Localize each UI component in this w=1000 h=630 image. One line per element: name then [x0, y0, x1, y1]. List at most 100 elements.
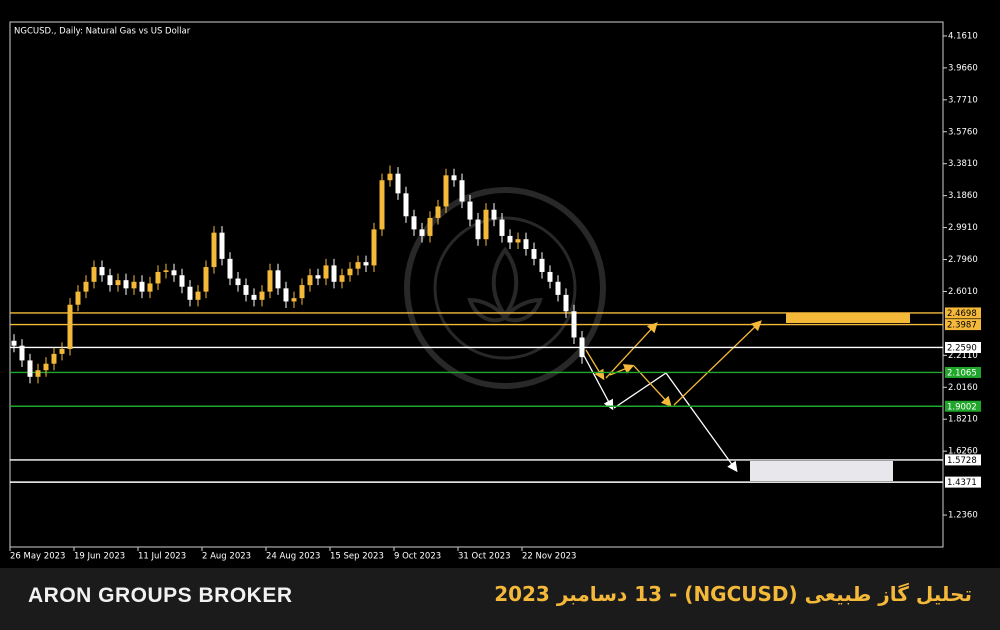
candle-body [259, 291, 265, 300]
candle-body [347, 268, 353, 276]
candle-body [451, 175, 457, 181]
candle-body [195, 291, 201, 300]
watermark [404, 187, 606, 389]
candle-body [243, 285, 249, 295]
x-tick-label: 26 May 2023 [10, 552, 65, 562]
x-tick-label: 19 Jun 2023 [74, 552, 125, 562]
candle-body [267, 270, 273, 292]
candle-body [419, 229, 425, 236]
candle-body [179, 275, 185, 287]
candle-body [163, 270, 169, 272]
candle-body [555, 281, 561, 295]
candle-body [323, 265, 329, 279]
candle-body [563, 294, 569, 312]
y-tick-label: 3.1860 [948, 191, 978, 201]
candle-body [571, 311, 577, 338]
x-tick-label: 2 Aug 2023 [202, 552, 251, 562]
candle-body [459, 180, 465, 202]
candle-body [203, 267, 209, 292]
x-tick-label: 9 Oct 2023 [394, 552, 441, 562]
candle-body [51, 353, 57, 364]
x-tick-label: 22 Nov 2023 [522, 552, 576, 562]
level-tag [945, 319, 981, 331]
candle-body [291, 298, 297, 302]
level-label: 1.9002 [947, 402, 977, 412]
candle-body [219, 232, 225, 259]
target-zone [750, 461, 893, 481]
y-tick-label: 2.2110 [948, 351, 978, 361]
x-tick-label: 15 Sep 2023 [330, 552, 384, 562]
candle-body [499, 219, 505, 236]
candle-body [403, 193, 409, 217]
candle-body [123, 280, 129, 289]
level-label: 2.3987 [947, 321, 977, 331]
candle-body [539, 258, 545, 272]
y-tick-label: 3.7710 [948, 95, 978, 105]
candle-body [547, 271, 553, 282]
candle-body [579, 337, 585, 358]
candle-body [387, 173, 393, 181]
candle-body [139, 281, 145, 292]
y-tick-label: 2.0160 [948, 383, 978, 393]
y-tick-label: 4.1610 [948, 31, 978, 41]
level-label: 2.4698 [947, 309, 977, 319]
level-label: 1.4371 [947, 478, 977, 488]
candle-body [107, 275, 113, 286]
candle-body [411, 216, 417, 230]
y-tick-label: 3.5760 [948, 127, 978, 137]
candle-body [115, 280, 121, 286]
candle-body [155, 271, 161, 284]
candle-body [91, 267, 97, 282]
level-label: 2.1065 [947, 368, 977, 378]
candle-body [187, 286, 193, 300]
level-label: 1.5728 [947, 456, 977, 466]
projection-arrows [581, 320, 762, 473]
candle-body [35, 370, 41, 377]
candle-body [275, 270, 281, 289]
x-tick-label: 31 Oct 2023 [458, 552, 511, 562]
y-tick-label: 2.7960 [948, 255, 978, 265]
candle-body [59, 348, 65, 354]
candle-body [371, 229, 377, 266]
level-tag [945, 341, 981, 353]
candle-body [43, 363, 49, 371]
target-zone [786, 313, 910, 323]
candle-body [507, 235, 513, 243]
y-tick-label: 1.2360 [948, 511, 978, 521]
candle-body [315, 275, 321, 279]
candle-body [435, 206, 441, 218]
candle-body [283, 288, 289, 302]
level-label: 2.2590 [947, 343, 977, 353]
level-tag [945, 307, 981, 319]
level-tag [945, 400, 981, 412]
level-tag [945, 366, 981, 378]
y-tick-label: 2.9910 [948, 223, 978, 233]
candle-body [427, 217, 433, 236]
candle-body [75, 291, 81, 305]
candle-body [99, 267, 105, 276]
y-tick-label: 3.3810 [948, 159, 978, 169]
candle-body [299, 285, 305, 299]
brand: ARON GROUPS BROKER [28, 584, 293, 607]
y-tick-label: 1.6260 [948, 447, 978, 457]
level-tag [945, 454, 981, 466]
chart-title: NGCUSD., Daily: Natural Gas vs US Dollar [14, 27, 191, 37]
candle-body [331, 265, 337, 282]
candle-body [339, 275, 345, 282]
candle-body [19, 345, 25, 361]
candle-body [443, 175, 449, 207]
candle-body [363, 262, 369, 266]
footer-title: تحلیل گاز طبیعی (NGCUSD) - 13 دسامبر 202… [494, 582, 972, 606]
candle-body [235, 278, 241, 286]
candle-body [515, 239, 521, 243]
candle-body [83, 281, 89, 292]
candle-body [171, 270, 177, 276]
candle-body [307, 275, 313, 286]
candle-body [227, 258, 233, 279]
y-tick-label: 3.9660 [948, 63, 978, 73]
candle-body [251, 294, 257, 300]
candle-body [491, 209, 497, 220]
candle-body [11, 340, 17, 346]
x-tick-label: 24 Aug 2023 [266, 552, 320, 562]
